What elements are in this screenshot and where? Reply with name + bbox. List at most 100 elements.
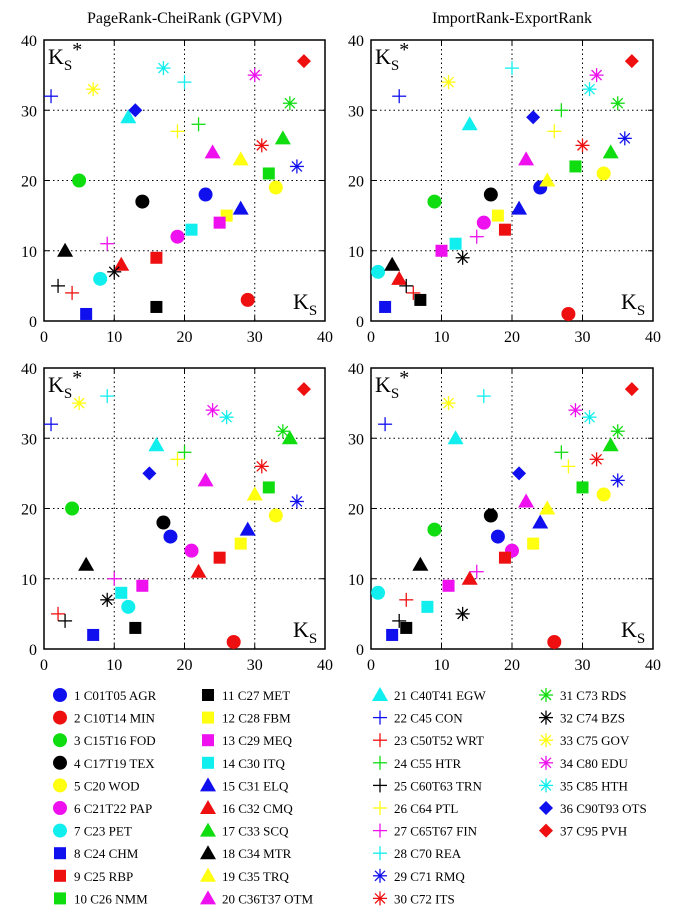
legend-entry-meq: 13 C29 MEQ xyxy=(202,733,293,748)
point-fbm xyxy=(234,537,247,550)
point-tex xyxy=(156,515,171,530)
point-hth xyxy=(156,61,171,76)
point-wod xyxy=(596,166,611,181)
data-points xyxy=(371,382,639,649)
legend-entry-nmm: 10 C26 NMM xyxy=(54,891,148,906)
point-fod xyxy=(427,194,442,209)
point-htr xyxy=(554,445,569,460)
legend-entry-tex: 4 C17T19 TEX xyxy=(53,755,155,771)
legend-entry-gov: 33 C75 GOV xyxy=(539,733,630,748)
legend-label: 31 C73 RDS xyxy=(560,688,626,703)
point-trn xyxy=(399,278,414,293)
legend-entry-con: 22 C45 CON xyxy=(373,710,463,726)
legend-label: 14 C30 ITQ xyxy=(222,756,285,771)
point-chm xyxy=(379,300,392,313)
star-marker-icon xyxy=(539,733,553,748)
legend-label: 24 C55 HTR xyxy=(394,756,462,771)
legend-entry-wod: 5 C20 WOD xyxy=(53,778,139,793)
point-edu xyxy=(247,68,262,83)
point-fin xyxy=(100,236,115,251)
point-edu xyxy=(589,68,604,83)
point-chm xyxy=(80,307,93,320)
legend-label: 25 C60T63 TRN xyxy=(394,778,482,793)
point-its xyxy=(254,459,269,474)
point-con xyxy=(44,417,59,432)
point-scq xyxy=(274,130,291,145)
point-con xyxy=(378,417,393,432)
point-meq xyxy=(136,579,149,592)
point-meq xyxy=(213,216,226,229)
y-tick-label: 40 xyxy=(21,361,37,378)
legend-entry-ots: 36 C90T93 OTS xyxy=(539,801,647,816)
legend: 1 C01T05 AGR 2 C10T14 MIN 3 C15T16 FOD 4 C1… xyxy=(53,687,647,906)
point-wrt xyxy=(65,285,80,300)
point-bzs xyxy=(107,264,122,279)
x-axis-label: KS xyxy=(621,289,645,319)
point-ots xyxy=(128,103,143,118)
plus-marker-icon xyxy=(373,733,387,748)
point-rbp xyxy=(213,551,226,564)
point-min xyxy=(240,292,255,307)
point-rmq xyxy=(617,131,632,146)
point-elq xyxy=(239,521,256,536)
point-pap xyxy=(184,543,199,558)
point-rds xyxy=(610,424,625,439)
legend-entry-rea: 28 C70 REA xyxy=(373,846,462,861)
point-itq xyxy=(185,223,198,236)
legend-label: 26 C64 PTL xyxy=(394,801,458,816)
point-ptl xyxy=(547,124,562,139)
legend-entry-trn: 25 C60T63 TRN xyxy=(373,778,482,793)
point-wod xyxy=(268,180,283,195)
point-trn xyxy=(58,613,73,628)
circle-marker-icon xyxy=(53,778,67,793)
point-tex xyxy=(483,508,498,523)
point-con xyxy=(392,89,407,104)
y-tick-label: 30 xyxy=(21,431,37,448)
point-egw xyxy=(120,109,137,124)
point-cmq xyxy=(391,270,408,285)
legend-entry-trq: 19 C35 TRQ xyxy=(200,867,290,884)
legend-entry-agr: 1 C01T05 AGR xyxy=(53,688,157,703)
point-otm xyxy=(518,151,535,166)
point-htr xyxy=(554,103,569,118)
legend-label: 1 C01T05 AGR xyxy=(74,688,157,703)
triangle-marker-icon xyxy=(200,845,216,860)
legend-entry-fin: 27 C65T67 FIN xyxy=(373,823,478,839)
square-marker-icon xyxy=(202,711,214,724)
plus-marker-icon xyxy=(373,710,387,725)
y-tick-label: 10 xyxy=(21,572,37,589)
data-points xyxy=(371,54,639,321)
y-tick-label: 30 xyxy=(21,103,37,120)
triangle-marker-icon xyxy=(200,890,216,905)
triangle-marker-icon xyxy=(200,867,216,882)
point-fin xyxy=(107,571,122,586)
plot-frame xyxy=(370,39,654,322)
y-tick-label: 40 xyxy=(21,33,37,50)
x-tick-label: 40 xyxy=(645,329,661,346)
legend-entry-chm: 8 C24 CHM xyxy=(54,846,139,861)
legend-label: 33 C75 GOV xyxy=(560,733,630,748)
y-tick-label: 0 xyxy=(29,314,37,331)
point-ptl xyxy=(561,459,576,474)
point-bzs xyxy=(455,250,470,265)
legend-label: 23 C50T52 WRT xyxy=(394,733,484,748)
y-tick-label: 30 xyxy=(348,431,364,448)
point-tex xyxy=(135,194,150,209)
legend-label: 9 C25 RBP xyxy=(74,869,133,884)
y-tick-label: 20 xyxy=(348,502,364,519)
legend-entry-htr: 24 C55 HTR xyxy=(373,755,462,771)
point-elq xyxy=(532,514,549,529)
point-meq xyxy=(435,244,448,257)
legend-entry-wrt: 23 C50T52 WRT xyxy=(373,733,484,748)
grid xyxy=(371,368,653,649)
point-fin xyxy=(469,229,484,244)
square-marker-icon xyxy=(54,847,66,860)
x-tick-label: 0 xyxy=(367,657,375,674)
point-fbm xyxy=(491,209,504,222)
point-pvh xyxy=(296,54,311,69)
x-tick-label: 30 xyxy=(575,329,591,346)
square-marker-icon xyxy=(202,689,214,701)
plus-marker-icon xyxy=(373,846,387,861)
